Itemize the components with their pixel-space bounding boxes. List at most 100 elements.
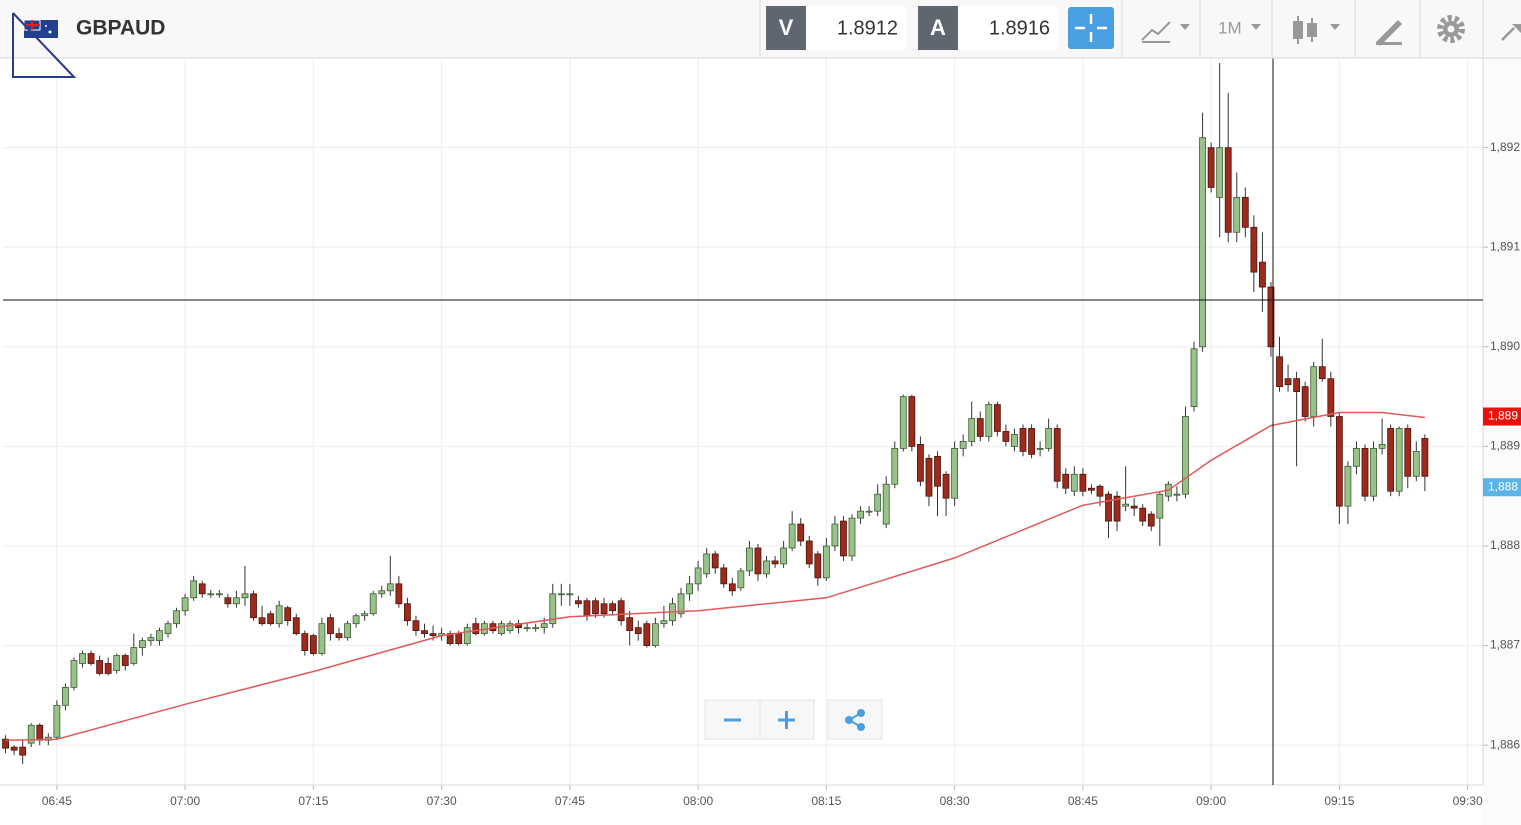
candle-body xyxy=(181,597,189,612)
candle-body xyxy=(87,653,95,664)
candle-body xyxy=(985,404,993,437)
candle-body xyxy=(899,396,907,449)
candle-body xyxy=(617,600,625,622)
candle-body xyxy=(62,687,69,706)
candle-body xyxy=(592,600,599,615)
x-tick-label: 07:45 xyxy=(555,794,585,808)
candle-body xyxy=(1105,493,1112,522)
candle-body xyxy=(1036,447,1044,450)
candle-body xyxy=(1412,450,1420,477)
y-tick-label: 1,892 xyxy=(1490,140,1520,154)
candle-body xyxy=(711,553,719,569)
candle-body xyxy=(96,660,104,674)
candle-body xyxy=(1190,348,1198,407)
candle-body xyxy=(600,603,608,615)
candle-body xyxy=(720,567,728,585)
candle-body xyxy=(754,547,762,575)
drawing-triangle xyxy=(12,12,77,78)
x-tick-label: 09:00 xyxy=(1196,794,1226,808)
candle-body xyxy=(1147,513,1155,527)
ask-label: A xyxy=(930,15,946,40)
candle-body xyxy=(455,633,463,644)
candle-body xyxy=(335,633,343,639)
candle-body xyxy=(404,603,411,622)
zoom-in[interactable] xyxy=(759,699,815,740)
candle-body xyxy=(1344,465,1352,507)
grid xyxy=(3,58,1483,785)
candle-body xyxy=(1327,378,1335,417)
candle-body xyxy=(934,455,941,487)
candle-body xyxy=(882,483,890,525)
candle-body xyxy=(976,418,984,437)
zoom-out[interactable] xyxy=(704,699,761,740)
candle-body xyxy=(968,418,976,442)
bid-button[interactable] xyxy=(766,6,806,50)
x-tick-label: 08:15 xyxy=(811,794,841,808)
candle-body xyxy=(70,660,78,688)
candle-body xyxy=(917,444,924,482)
candle-body xyxy=(352,615,360,625)
price-tag-label: 1,889 xyxy=(1488,409,1518,423)
candle-body xyxy=(651,623,659,646)
ask-price: 1.8916 xyxy=(989,17,1050,39)
share[interactable] xyxy=(827,699,883,740)
candle-body xyxy=(686,583,693,595)
candle-body xyxy=(1139,507,1147,522)
crosshair-button[interactable] xyxy=(1068,7,1114,49)
x-tick-label: 07:30 xyxy=(427,794,457,808)
symbol: GBPAUD xyxy=(76,17,165,40)
candle-button[interactable] xyxy=(1293,16,1340,44)
x-tick-label: 08:45 xyxy=(1068,794,1098,808)
candle-body xyxy=(1361,447,1369,497)
candle-body xyxy=(1259,261,1266,288)
candle-body xyxy=(575,600,582,605)
chart-type-button[interactable] xyxy=(1141,21,1190,43)
candle-body xyxy=(1053,428,1061,482)
candle-body xyxy=(1216,147,1224,198)
candle-body xyxy=(1028,428,1035,455)
candle-body xyxy=(2,738,9,749)
candle-body xyxy=(942,473,950,499)
candle-body xyxy=(1233,197,1241,233)
candle-body xyxy=(19,746,27,756)
candle-body xyxy=(258,617,266,625)
candle-body xyxy=(1113,495,1121,522)
candle-body xyxy=(1207,147,1215,188)
candle-body xyxy=(626,617,634,632)
candle-body xyxy=(677,593,685,615)
candle-body xyxy=(1421,438,1429,477)
candle-body xyxy=(1284,378,1292,386)
candle-body xyxy=(344,623,351,639)
settings-button[interactable] xyxy=(1437,15,1465,43)
timeframe[interactable]: 1M xyxy=(1218,18,1242,37)
x-tick-label: 09:30 xyxy=(1453,794,1483,808)
candle-body xyxy=(275,605,283,625)
candle-body xyxy=(173,610,180,625)
candle-body xyxy=(1224,147,1232,233)
candle-body xyxy=(797,523,805,542)
draw-button[interactable] xyxy=(1376,20,1402,46)
fullscreen-button[interactable] xyxy=(1501,24,1521,41)
candle-body xyxy=(1088,487,1095,491)
candle-body xyxy=(104,663,112,674)
candle-body xyxy=(361,613,369,617)
candle-body xyxy=(1378,444,1386,449)
candle-body xyxy=(463,627,471,644)
candle-body xyxy=(609,603,617,612)
candle-body xyxy=(1045,428,1053,449)
candle-body xyxy=(421,630,428,635)
candle-body xyxy=(1310,366,1318,417)
price-tag xyxy=(1483,478,1521,497)
candle-body xyxy=(831,523,839,547)
candle-body xyxy=(250,593,257,619)
price-tag-label: 1,888 xyxy=(1488,479,1518,493)
y-tick-label: 1,889 xyxy=(1490,439,1520,453)
ask-button[interactable] xyxy=(918,6,958,50)
candle-body xyxy=(951,447,959,499)
candle-body xyxy=(241,593,249,599)
candle-body xyxy=(53,704,61,738)
candle-body xyxy=(1079,473,1087,492)
candle-body xyxy=(121,655,129,666)
candle-body xyxy=(805,540,813,565)
